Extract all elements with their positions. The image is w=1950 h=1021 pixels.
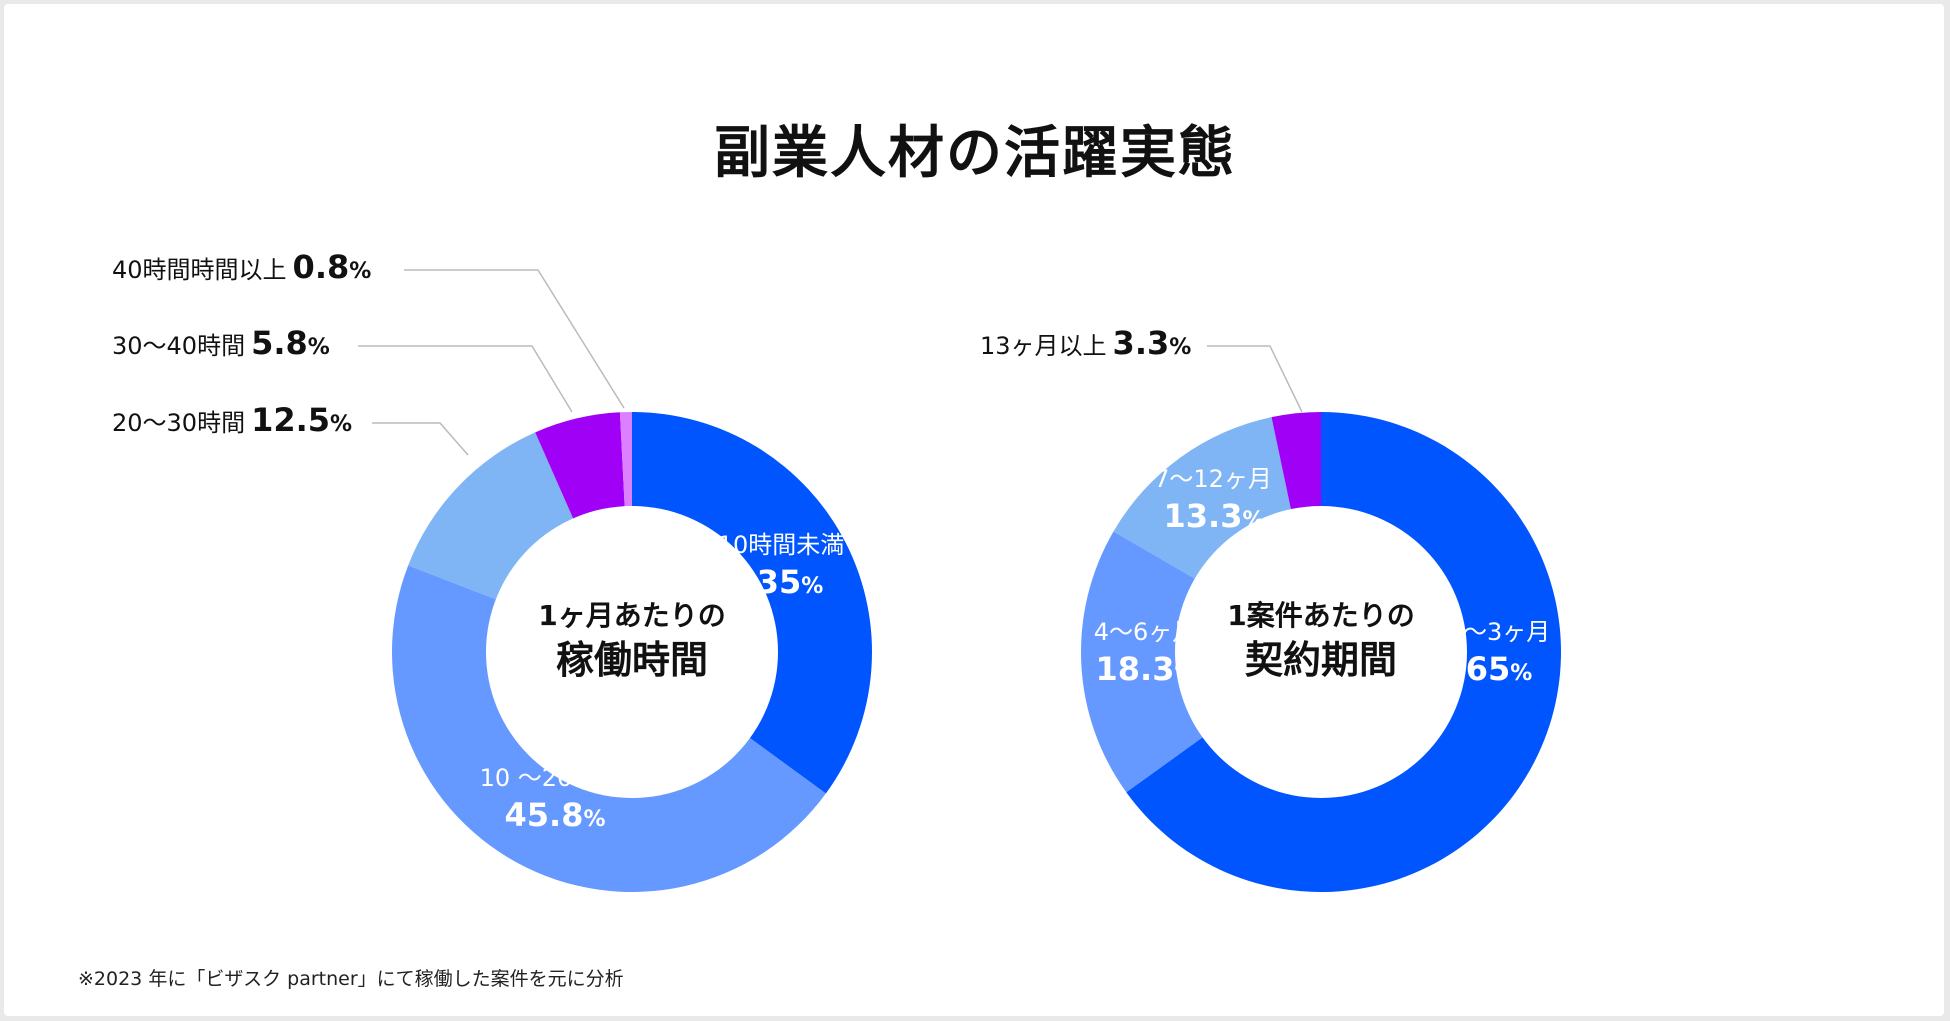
center-label-line2: 契約期間 xyxy=(1245,638,1397,682)
slice-label: 10時間未満 xyxy=(718,531,845,559)
outside-label-text: 13ヶ月以上 xyxy=(980,332,1107,360)
slice-value-unit: % xyxy=(1242,508,1264,533)
slice-value: 13.3% xyxy=(1164,497,1265,535)
center-label-line1: 1案件あたりの xyxy=(1227,599,1414,632)
center-label-line2: 稼働時間 xyxy=(556,638,708,682)
slice-value-number: 18.3 xyxy=(1096,650,1175,688)
outside-label-unit: % xyxy=(330,412,352,437)
leader-line xyxy=(372,422,469,456)
center-label-line1: 1ヶ月あたりの xyxy=(538,599,725,632)
card-background xyxy=(4,4,1944,1016)
donut-hole xyxy=(1175,506,1467,798)
outside-label-number: 12.5 xyxy=(251,401,330,439)
leader-line xyxy=(1207,345,1303,413)
slice-value-number: 13.3 xyxy=(1164,497,1243,535)
slice-value-unit: % xyxy=(801,574,823,599)
outside-label: 13ヶ月以上 3.3% xyxy=(980,324,1191,362)
outside-label-unit: % xyxy=(349,259,371,284)
outside-label: 30〜40時間 5.8% xyxy=(112,324,330,362)
slice-value-number: 65 xyxy=(1466,650,1511,688)
outside-label-text: 40時間時間以上 xyxy=(112,256,287,284)
slice-value: 65% xyxy=(1466,650,1533,688)
slice-value-unit: % xyxy=(583,807,605,832)
slice-label: 1〜3ヶ月 xyxy=(1448,618,1551,646)
chart-contract-period: 1案件あたりの 契約期間 1〜3ヶ月 65% 4〜6ヶ月 18.3% 7〜12ヶ… xyxy=(980,324,1561,892)
slice-label: 4〜6ヶ月 xyxy=(1094,618,1197,646)
outside-label-number: 5.8 xyxy=(251,324,308,362)
slice-value-number: 35 xyxy=(757,563,802,601)
slice-value: 18.3% xyxy=(1096,650,1197,688)
outside-label-text: 20〜30時間 xyxy=(112,409,245,437)
slice-value: 35% xyxy=(757,563,824,601)
slice-label: 7〜12ヶ月 xyxy=(1154,465,1272,493)
outside-label: 20〜30時間 12.5% xyxy=(112,401,352,439)
slice-value-unit: % xyxy=(1510,661,1532,686)
outside-label-unit: % xyxy=(308,335,330,360)
slice-value-number: 45.8 xyxy=(505,796,584,834)
slice-label: 10 〜20時間 xyxy=(480,764,621,792)
outside-label-unit: % xyxy=(1169,335,1191,360)
donut-hole xyxy=(486,506,778,798)
footnote: ※2023 年に「ビザスク partner」にて稼働した案件を元に分析 xyxy=(78,968,624,990)
slice-value: 45.8% xyxy=(505,796,606,834)
leader-line xyxy=(404,269,625,409)
slice-value-unit: % xyxy=(1174,661,1196,686)
outside-label-text: 30〜40時間 xyxy=(112,332,245,360)
outside-label: 40時間時間以上 0.8% xyxy=(112,248,371,286)
leader-line xyxy=(358,345,573,413)
outside-label-number: 0.8 xyxy=(293,248,350,286)
page-title: 副業人材の活躍実態 xyxy=(714,121,1236,186)
chart-working-hours: 1ヶ月あたりの 稼働時間 10時間未満 35% 10 〜20時間 45.8% 2… xyxy=(112,248,873,893)
outside-label-number: 3.3 xyxy=(1113,324,1170,362)
